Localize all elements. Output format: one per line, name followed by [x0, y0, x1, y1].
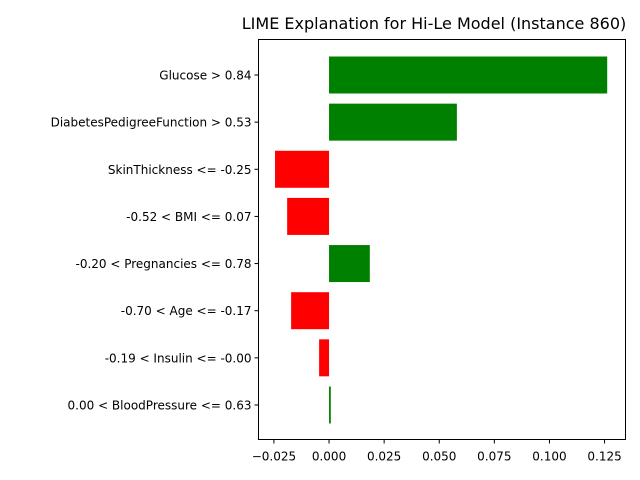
bars-layer [275, 56, 608, 424]
bar-0-20-pregnancies-0-78 [329, 245, 370, 283]
y-tick-label: -0.70 < Age <= -0.17 [121, 304, 252, 318]
bar-diabetespedigreefunction-0-53 [329, 103, 457, 141]
x-tick-label: 0.075 [477, 450, 511, 464]
bar-0-70-age-0-17 [291, 292, 330, 330]
chart-title: LIME Explanation for Hi-Le Model (Instan… [242, 14, 626, 33]
x-tick-label: −0.025 [252, 450, 296, 464]
y-tick-label: Glucose > 0.84 [159, 69, 251, 83]
bar-0-00-bloodpressure-0-63 [329, 386, 331, 424]
bar-glucose-0-84 [329, 56, 608, 94]
y-tick-label: DiabetesPedigreeFunction > 0.53 [51, 116, 252, 130]
y-tick-label: 0.00 < BloodPressure <= 0.63 [68, 398, 252, 412]
x-tick-label: 0.100 [532, 450, 566, 464]
y-tick-label: -0.19 < Insulin <= -0.00 [105, 351, 252, 365]
x-axis: −0.025 0.000 0.025 0.050 0.075 0.100 0.125 [252, 439, 622, 464]
x-tick-label: 0.050 [422, 450, 456, 464]
bar-0-52-bmi-0-07 [287, 197, 330, 235]
bar-skinthickness-0-25 [275, 150, 330, 188]
y-tick-label: SkinThickness <= -0.25 [108, 163, 252, 177]
x-tick-label: 0.125 [587, 450, 621, 464]
y-axis: Glucose > 0.84 DiabetesPedigreeFunction >… [51, 69, 259, 412]
bar-0-19-insulin-0-00 [319, 339, 330, 377]
x-tick-label: 0.025 [367, 450, 401, 464]
x-tick-label: 0.000 [312, 450, 346, 464]
y-tick-label: -0.52 < BMI <= 0.07 [126, 210, 251, 224]
plot-frame [258, 39, 626, 440]
y-tick-label: -0.20 < Pregnancies <= 0.78 [75, 257, 251, 271]
